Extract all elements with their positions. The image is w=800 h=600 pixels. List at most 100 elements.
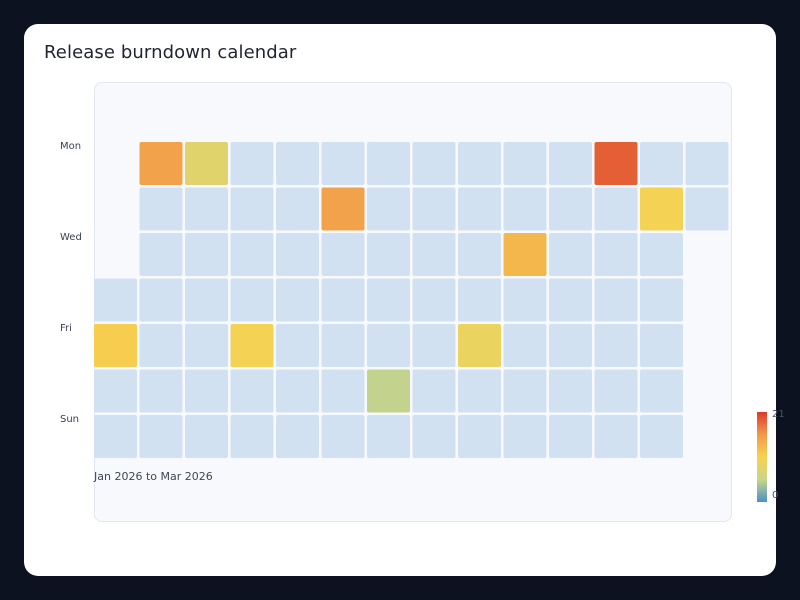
heatmap-cell[interactable]: [412, 187, 456, 231]
heatmap-cell[interactable]: [139, 278, 183, 322]
heatmap-cell[interactable]: [503, 233, 547, 276]
heatmap-cell[interactable]: [412, 324, 456, 367]
heatmap-cell[interactable]: [185, 142, 228, 185]
heatmap-cell[interactable]: [230, 187, 274, 231]
legend-min-label: 0: [772, 490, 779, 501]
heatmap-cell[interactable]: [185, 415, 228, 458]
heatmap-cell[interactable]: [230, 415, 274, 458]
heatmap-cell[interactable]: [276, 278, 319, 322]
heatmap-cell[interactable]: [94, 324, 137, 367]
heatmap-cell[interactable]: [367, 369, 410, 413]
heatmap-cell[interactable]: [549, 142, 592, 185]
heatmap-cell[interactable]: [412, 233, 456, 276]
heatmap-cell[interactable]: [503, 142, 547, 185]
heatmap-cell[interactable]: [640, 233, 683, 276]
heatmap-cell[interactable]: [367, 415, 410, 458]
heatmap-cell[interactable]: [685, 187, 729, 231]
heatmap-cell[interactable]: [230, 278, 274, 322]
heatmap-cell[interactable]: [139, 187, 183, 231]
heatmap-cell[interactable]: [594, 233, 638, 276]
heatmap-cell[interactable]: [640, 142, 683, 185]
chart-title: Release burndown calendar: [44, 42, 297, 63]
heatmap-cell[interactable]: [458, 187, 501, 231]
heatmap-cell[interactable]: [276, 415, 319, 458]
heatmap-cell[interactable]: [458, 142, 501, 185]
heatmap-cell[interactable]: [321, 187, 365, 231]
row-label-wed: Wed: [60, 232, 82, 243]
heatmap-cell[interactable]: [185, 278, 228, 322]
heatmap-cell[interactable]: [321, 233, 365, 276]
heatmap-cell[interactable]: [412, 278, 456, 322]
date-range-label: Jan 2026 to Mar 2026: [94, 470, 213, 483]
heatmap-cell[interactable]: [276, 324, 319, 367]
heatmap-cell[interactable]: [367, 233, 410, 276]
heatmap-cell[interactable]: [458, 233, 501, 276]
heatmap-cells: [94, 142, 729, 458]
heatmap-cell[interactable]: [503, 187, 547, 231]
heatmap-cell[interactable]: [321, 142, 365, 185]
heatmap-cell[interactable]: [640, 415, 683, 458]
heatmap-cell[interactable]: [367, 278, 410, 322]
chart-card: Release burndown calendar Mon Wed Fri Su…: [24, 24, 785, 576]
heatmap-cell[interactable]: [458, 415, 501, 458]
heatmap-cell[interactable]: [185, 187, 228, 231]
heatmap-cell[interactable]: [139, 415, 183, 458]
heatmap-cell[interactable]: [594, 187, 638, 231]
heatmap-cell[interactable]: [458, 278, 501, 322]
heatmap-cell[interactable]: [139, 324, 183, 367]
heatmap-cell[interactable]: [640, 324, 683, 367]
heatmap-cell[interactable]: [230, 233, 274, 276]
heatmap-svg: [94, 142, 767, 502]
heatmap-cell[interactable]: [549, 324, 592, 367]
heatmap-cell[interactable]: [94, 278, 137, 322]
heatmap-cell[interactable]: [458, 324, 501, 367]
row-label-mon: Mon: [60, 141, 82, 152]
heatmap-cell[interactable]: [549, 187, 592, 231]
heatmap-cell[interactable]: [640, 187, 683, 231]
heatmap-cell[interactable]: [230, 369, 274, 413]
heatmap-cell[interactable]: [412, 142, 456, 185]
heatmap-cell[interactable]: [594, 324, 638, 367]
heatmap-cell[interactable]: [94, 369, 137, 413]
heatmap-cell[interactable]: [503, 278, 547, 322]
heatmap-cell[interactable]: [185, 233, 228, 276]
heatmap-cell[interactable]: [594, 278, 638, 322]
heatmap-cell[interactable]: [367, 324, 410, 367]
heatmap-cell[interactable]: [276, 187, 319, 231]
color-legend-bar: [757, 412, 767, 502]
heatmap-cell[interactable]: [139, 369, 183, 413]
heatmap-cell[interactable]: [458, 369, 501, 413]
heatmap-cell[interactable]: [412, 415, 456, 458]
heatmap-cell[interactable]: [640, 278, 683, 322]
heatmap-cell[interactable]: [276, 142, 319, 185]
heatmap-cell[interactable]: [276, 233, 319, 276]
heatmap-cell[interactable]: [321, 278, 365, 322]
heatmap-cell[interactable]: [185, 324, 228, 367]
heatmap-cell[interactable]: [594, 415, 638, 458]
heatmap-cell[interactable]: [321, 415, 365, 458]
heatmap-cell[interactable]: [503, 369, 547, 413]
heatmap-cell[interactable]: [640, 369, 683, 413]
heatmap-cell[interactable]: [549, 278, 592, 322]
heatmap-cell[interactable]: [412, 369, 456, 413]
heatmap-cell[interactable]: [503, 415, 547, 458]
heatmap-cell[interactable]: [185, 369, 228, 413]
heatmap-cell[interactable]: [549, 233, 592, 276]
heatmap-cell[interactable]: [139, 142, 183, 185]
heatmap-cell[interactable]: [321, 369, 365, 413]
heatmap-cell[interactable]: [594, 142, 638, 185]
heatmap-cell[interactable]: [276, 369, 319, 413]
heatmap-cell[interactable]: [367, 187, 410, 231]
heatmap-cell[interactable]: [594, 369, 638, 413]
heatmap-cell[interactable]: [503, 324, 547, 367]
heatmap-cell[interactable]: [549, 369, 592, 413]
heatmap-cell[interactable]: [549, 415, 592, 458]
row-label-fri: Fri: [60, 323, 72, 334]
heatmap-cell[interactable]: [367, 142, 410, 185]
heatmap-cell[interactable]: [94, 415, 137, 458]
heatmap-cell[interactable]: [230, 324, 274, 367]
heatmap-cell[interactable]: [685, 142, 729, 185]
heatmap-cell[interactable]: [139, 233, 183, 276]
heatmap-cell[interactable]: [230, 142, 274, 185]
heatmap-cell[interactable]: [321, 324, 365, 367]
